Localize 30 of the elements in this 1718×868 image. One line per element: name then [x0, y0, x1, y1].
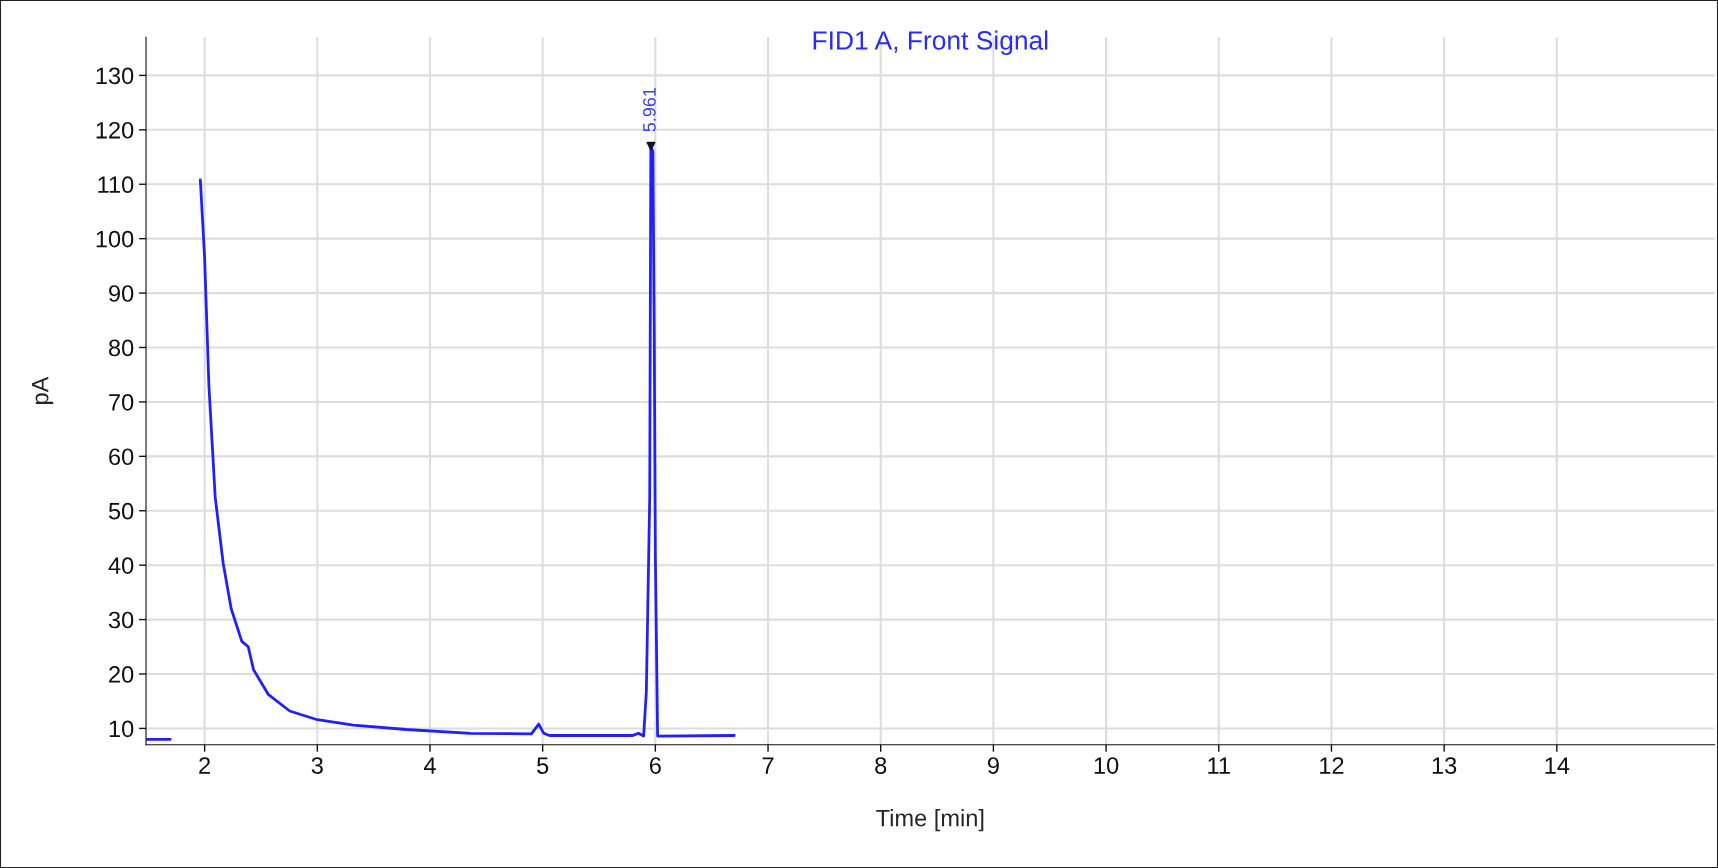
x-tick-label: 12 [1320, 757, 1344, 774]
x-tick-label: 6 [649, 757, 661, 774]
y-tick-label: 120 [96, 121, 134, 139]
y-tick-label: 70 [109, 393, 134, 411]
y-tick-label: 40 [108, 557, 134, 574]
x-tick-label: 8 [875, 757, 887, 774]
y-axis-title: pA [32, 376, 54, 404]
x-tick-label: 11 [1208, 757, 1230, 774]
x-tick-label: 2 [199, 757, 211, 774]
x-tick-label: 9 [987, 757, 999, 774]
y-tick-label: 110 [98, 176, 134, 194]
x-tick-label: 10 [1094, 757, 1119, 774]
x-tick-label: 14 [1545, 757, 1570, 774]
y-tick-label: 60 [109, 448, 134, 466]
x-tick-label: 13 [1432, 757, 1457, 774]
x-tick-label: 3 [311, 757, 323, 774]
x-tick-label: 4 [423, 757, 436, 774]
y-tick-label: 20 [109, 666, 134, 683]
y-tick-label: 30 [108, 611, 134, 629]
x-tick-label: 5 [537, 757, 549, 774]
x-axis-title: Time [min] [876, 809, 984, 832]
y-tick-label: 100 [96, 230, 134, 248]
y-tick-label: 50 [108, 502, 134, 520]
y-tick-label: 10 [109, 720, 134, 738]
x-tick-label: 7 [762, 757, 774, 774]
annotation: 5.961 [643, 87, 656, 132]
y-tick-label: 90 [109, 285, 134, 302]
y-tick-label: 80 [108, 339, 134, 357]
y-tick-label: 130 [96, 67, 134, 85]
chart-title: FID1 A, Front Signal [813, 30, 1048, 56]
